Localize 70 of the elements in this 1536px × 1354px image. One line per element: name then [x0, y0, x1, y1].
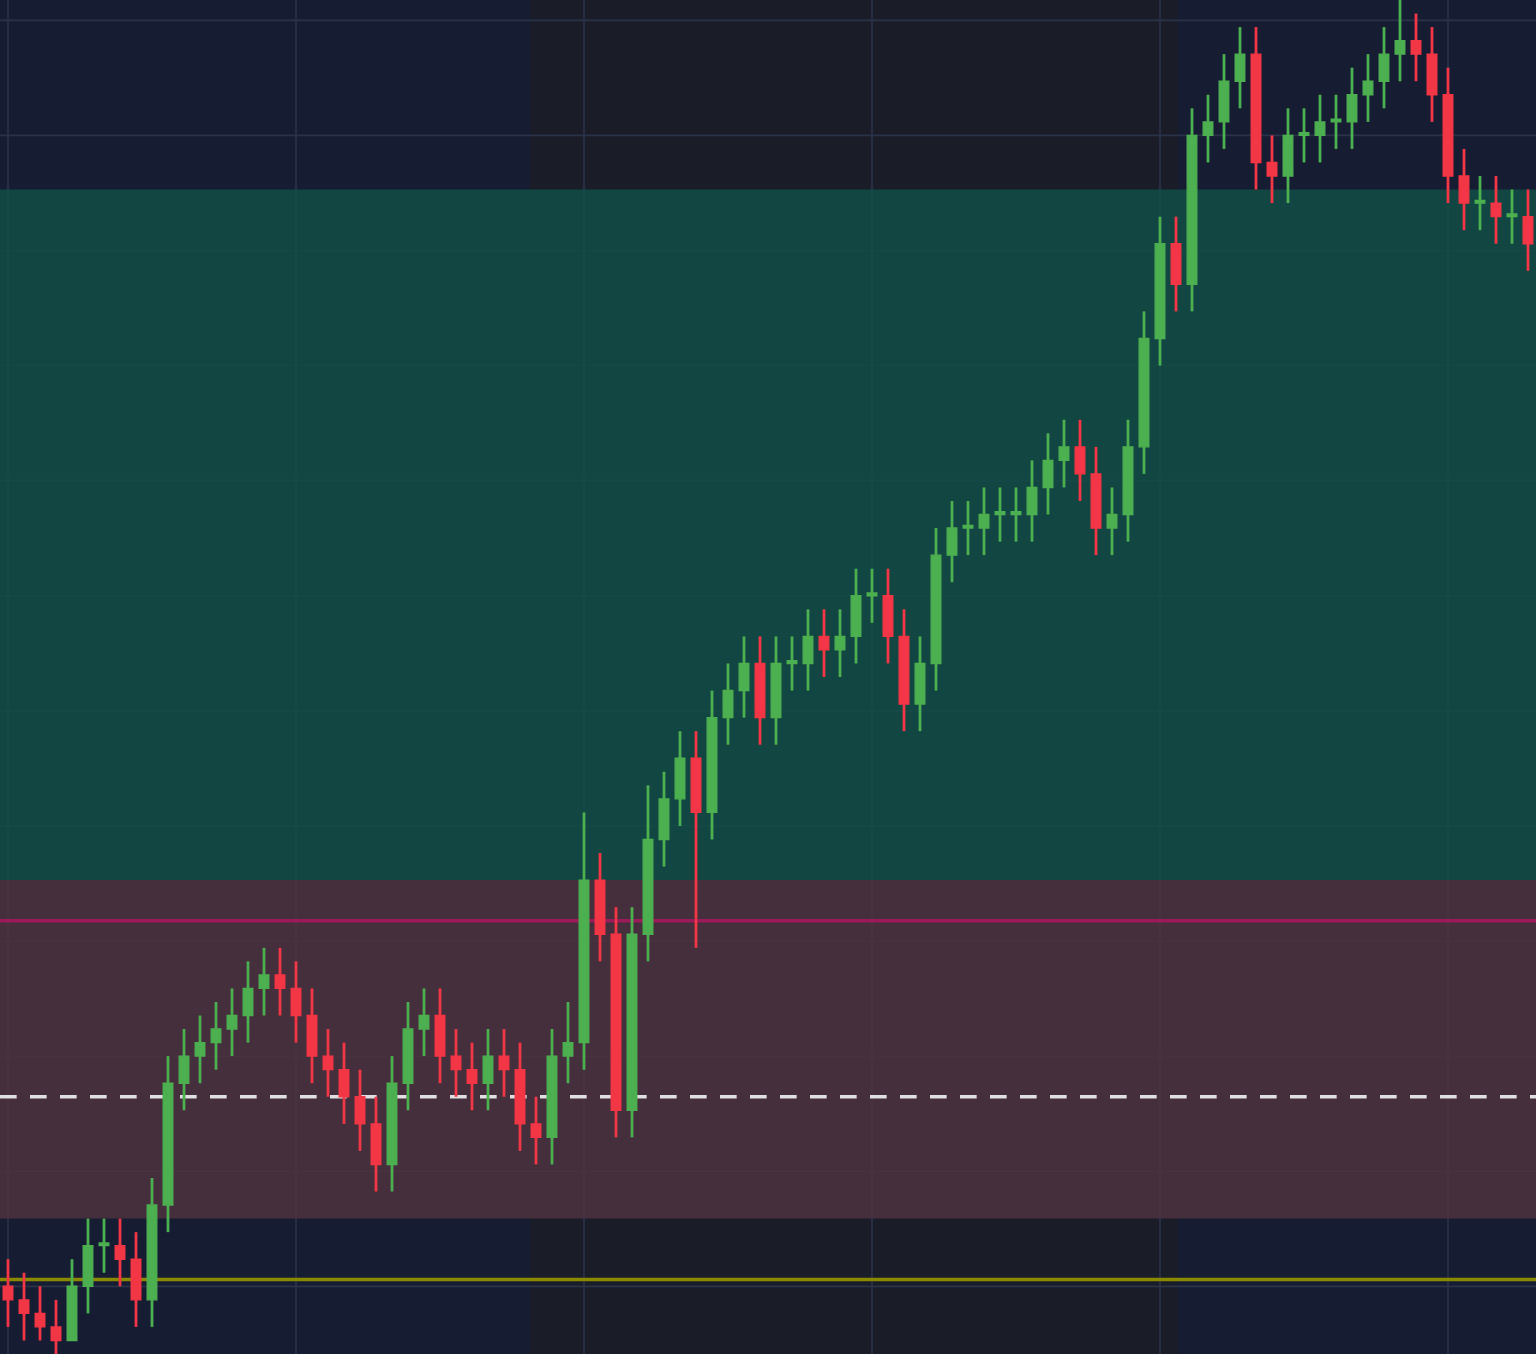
candlestick [802, 607, 814, 692]
candlestick [1298, 106, 1310, 164]
candlestick [818, 607, 830, 679]
candlestick [50, 1298, 62, 1354]
candlestick [370, 1095, 382, 1193]
candlestick [434, 987, 446, 1085]
candlestick [1234, 25, 1246, 110]
candlestick [1202, 93, 1214, 164]
candlestick [226, 987, 238, 1058]
candlestick [1218, 52, 1230, 151]
candlestick [1522, 188, 1534, 273]
candlestick [1346, 66, 1358, 151]
candlestick [178, 1027, 190, 1112]
candlestick [210, 1000, 222, 1072]
candlestick [34, 1284, 46, 1342]
candlestick [1394, 0, 1406, 83]
candlestick [114, 1217, 126, 1288]
candlestick [1490, 174, 1502, 246]
candlestick [1426, 25, 1438, 124]
candlestick [466, 1041, 478, 1112]
candlestick [338, 1041, 350, 1126]
candlestick [418, 987, 430, 1058]
candlestick [962, 499, 974, 557]
candlestick [2, 1257, 14, 1329]
candlestick [1106, 486, 1118, 557]
candlestick [1170, 215, 1182, 313]
candlestick [1474, 174, 1486, 232]
candlestick [882, 567, 894, 665]
candlestick [98, 1217, 110, 1275]
candlestick [946, 499, 958, 584]
candlestick [1058, 418, 1070, 489]
candlestick [786, 634, 798, 692]
candlestick [1410, 12, 1422, 83]
candlestick [306, 987, 318, 1085]
candlestick [450, 1027, 462, 1099]
candlestick [322, 1027, 334, 1099]
candlestick [978, 486, 990, 557]
candlestick [1074, 418, 1086, 503]
candlestick [1506, 188, 1518, 246]
candlestick [866, 567, 878, 625]
candlestick [1378, 25, 1390, 110]
candlestick [1010, 486, 1022, 543]
candlestick [290, 959, 302, 1044]
candlestick [82, 1217, 94, 1315]
candlestick [354, 1068, 366, 1153]
candlestick [1458, 147, 1470, 232]
candlestick [834, 607, 846, 679]
candlestick [194, 1014, 206, 1085]
candlestick [130, 1230, 142, 1329]
candlestick [498, 1027, 510, 1099]
candlestick [258, 946, 270, 1017]
candlestick [562, 1000, 574, 1085]
candlestick [1282, 106, 1294, 205]
candlestick [18, 1271, 30, 1342]
candlestick [994, 486, 1006, 543]
candlestick [530, 1095, 542, 1166]
candlestick [1330, 93, 1342, 151]
candlestick [1314, 93, 1326, 164]
candlestick [658, 770, 670, 868]
candlestick [722, 662, 734, 747]
candlestick [738, 634, 750, 720]
candlestick [1266, 134, 1278, 205]
candlestick [1026, 458, 1038, 543]
candlestick [914, 634, 926, 733]
candlestick [850, 567, 862, 665]
candlestick [1042, 431, 1054, 516]
candlestick [242, 959, 254, 1044]
candlestick [274, 946, 286, 1017]
candlestick [482, 1027, 494, 1112]
candlestick [674, 729, 686, 828]
